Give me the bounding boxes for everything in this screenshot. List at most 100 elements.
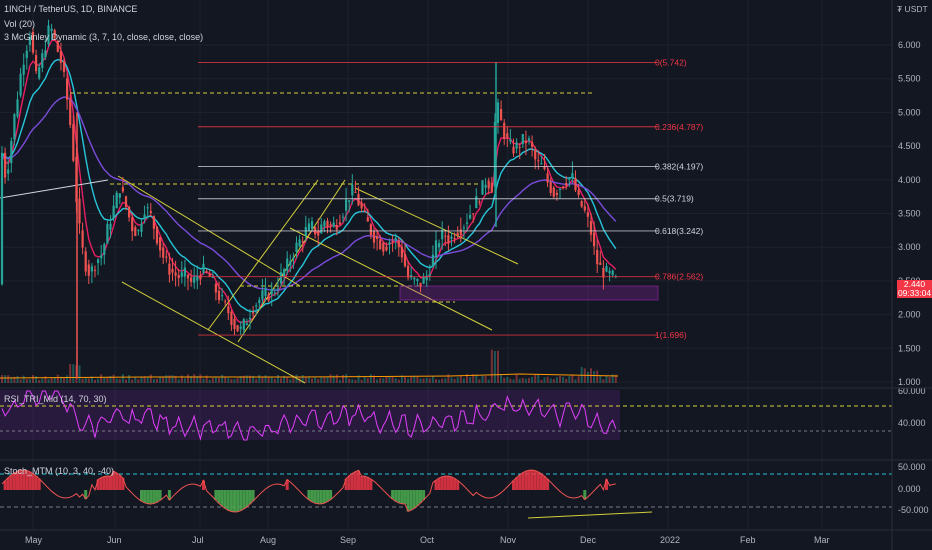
volume-bar <box>512 379 515 383</box>
volume-bar <box>214 376 217 383</box>
volume-bar <box>490 349 493 383</box>
stoch-axis-tick: 0.000 <box>898 484 921 494</box>
volume-bar <box>329 374 332 383</box>
stoch-area-bar <box>214 490 218 501</box>
stoch-area-bar <box>19 470 23 490</box>
volume-bar <box>540 379 543 383</box>
price-axis-tick: 6.000 <box>898 40 921 50</box>
candle-body <box>208 273 211 277</box>
volume-bar <box>428 378 431 383</box>
stoch-area-bar <box>434 480 438 490</box>
stoch-area-bar <box>233 490 236 512</box>
candle-body <box>611 270 614 276</box>
candle-body <box>19 73 22 96</box>
volume-bar <box>376 379 379 383</box>
volume-bar <box>493 350 496 383</box>
candle-body <box>62 61 66 72</box>
time-axis-tick: Mar <box>814 535 830 545</box>
volume-bar <box>552 379 555 383</box>
volume-bar <box>459 375 462 383</box>
candle-body <box>112 205 115 219</box>
candle-body <box>478 201 481 203</box>
symbol-title[interactable]: 1INCH / TetherUS, 1D, BINANCE <box>4 4 138 14</box>
stoch-area-bar <box>236 490 240 512</box>
candle-body <box>586 212 589 217</box>
candle-body <box>273 292 276 294</box>
stoch-area-bar <box>245 490 249 507</box>
candle-body <box>382 242 385 252</box>
volume-bar <box>286 376 289 383</box>
volume-bar <box>69 363 72 383</box>
stoch-panel: 50.000 0.000 -50.000 <box>0 462 929 519</box>
candle-body <box>162 247 165 258</box>
volume-bar <box>388 376 391 383</box>
time-axis-tick: Aug <box>260 535 276 545</box>
volume-bar <box>165 375 168 383</box>
candle-body <box>90 266 93 272</box>
volume-bar <box>56 374 59 383</box>
candle-body <box>47 25 50 45</box>
candle-body <box>447 235 450 244</box>
volume-bar <box>382 378 385 383</box>
candle-body <box>332 222 335 227</box>
volume-bar <box>118 379 121 383</box>
volume-bar <box>546 376 549 383</box>
candle-body <box>174 272 177 276</box>
candle-body <box>403 253 407 267</box>
volume-bar <box>599 375 602 383</box>
candle-body <box>534 149 537 160</box>
candle-body <box>503 122 506 139</box>
volume-bar <box>261 376 264 383</box>
candle-body <box>521 134 524 145</box>
candle-body <box>571 172 574 178</box>
volume-bar <box>586 371 589 383</box>
candle-body <box>13 114 16 140</box>
candle-body <box>419 282 422 287</box>
volume-bar <box>506 376 509 383</box>
channel-line <box>207 179 319 331</box>
candle-body <box>459 229 462 236</box>
candle-body <box>276 288 279 290</box>
candle-body <box>400 246 403 258</box>
support-zone <box>399 285 659 301</box>
volume-bar <box>230 379 233 383</box>
stoch-area-bar <box>316 490 320 504</box>
rsi-band <box>0 390 620 440</box>
volume-bar <box>484 375 487 383</box>
candle-body <box>500 109 503 121</box>
candle-body <box>38 67 41 79</box>
volume-bar <box>137 379 140 383</box>
candle-body <box>453 237 456 239</box>
candle-body <box>475 196 478 209</box>
candle-body <box>320 224 323 234</box>
candle-body <box>10 140 13 164</box>
stoch-legend[interactable]: Stoch_MTM (10, 3, 40, -40) <box>4 466 115 476</box>
mcginley-legend[interactable]: 3 McGinley Dynamic (3, 7, 10, close, clo… <box>4 32 204 42</box>
volume-bar <box>503 377 506 383</box>
time-axis-tick: Oct <box>420 535 435 545</box>
channel-line <box>354 187 519 265</box>
bar-countdown: 09:33:04 <box>897 288 932 298</box>
volume-bar <box>109 376 112 383</box>
candle-body <box>44 50 47 58</box>
volume-ma-line <box>0 373 619 379</box>
stoch-area-bar <box>605 479 608 490</box>
volume-bar <box>35 375 38 383</box>
volume-bar <box>456 377 459 383</box>
stoch-area-bar <box>536 471 540 490</box>
volume-bar <box>453 378 456 383</box>
stoch-area-bar <box>518 474 522 490</box>
candle-body <box>283 269 286 277</box>
stoch-area-bar <box>16 471 19 490</box>
rsi-legend[interactable]: RSI_TRI_Mid (14, 70, 30) <box>4 394 107 404</box>
volume-bar <box>475 374 478 383</box>
candle-body <box>360 202 363 209</box>
candle-body <box>202 263 205 273</box>
candle-body <box>264 287 267 297</box>
candle-body <box>16 99 19 117</box>
stoch-area-bar <box>121 477 125 490</box>
volume-bar <box>472 374 475 383</box>
volume-legend[interactable]: Vol (20) <box>4 19 36 29</box>
candle-body <box>289 261 292 266</box>
